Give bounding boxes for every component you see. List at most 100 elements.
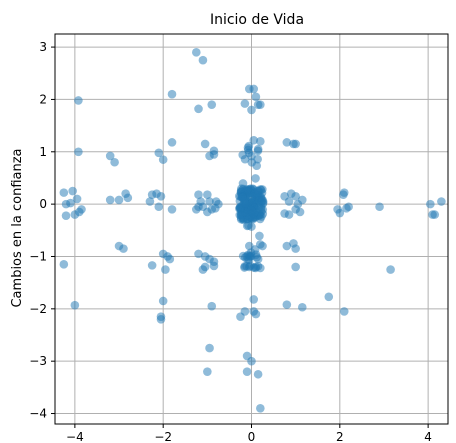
data-point xyxy=(426,199,435,209)
data-point xyxy=(244,262,254,272)
data-point xyxy=(61,211,71,220)
data-point xyxy=(203,367,212,376)
data-point xyxy=(249,135,259,145)
data-point xyxy=(110,157,119,167)
data-point xyxy=(240,99,250,108)
y-tick-label: −4 xyxy=(29,407,47,421)
data-point xyxy=(291,191,300,201)
data-point xyxy=(282,138,292,147)
data-point xyxy=(156,191,166,201)
x-tick-label: 0 xyxy=(248,430,256,443)
data-point xyxy=(198,265,208,274)
data-point xyxy=(165,254,175,264)
data-point xyxy=(207,301,217,311)
data-point xyxy=(253,369,263,379)
data-point xyxy=(203,190,212,200)
x-tick-label: −4 xyxy=(66,430,84,443)
data-point xyxy=(291,262,300,272)
data-point xyxy=(200,139,210,149)
data-point xyxy=(251,92,261,102)
data-point xyxy=(430,210,440,219)
points-layer xyxy=(59,48,446,413)
x-tick-label: 2 xyxy=(336,430,344,443)
data-point xyxy=(256,204,266,214)
data-point xyxy=(205,151,214,161)
data-point xyxy=(253,186,263,196)
data-point xyxy=(244,241,254,251)
chart-title: Inicio de Vida xyxy=(210,12,304,28)
data-point xyxy=(72,194,82,204)
data-point xyxy=(247,105,256,115)
ticks-layer: −4 −2 0 2 4 −4 −3 −2 −1 0 1 2 3 xyxy=(29,40,432,443)
data-point xyxy=(105,151,115,161)
data-point xyxy=(240,199,250,208)
data-point xyxy=(194,190,203,200)
y-tick-label: −3 xyxy=(29,354,47,368)
data-point xyxy=(70,300,80,310)
data-point xyxy=(342,204,351,213)
data-point xyxy=(59,260,69,269)
data-point xyxy=(335,208,345,218)
data-point xyxy=(147,261,157,270)
data-point xyxy=(247,151,256,161)
data-point xyxy=(192,205,201,214)
data-point xyxy=(167,205,177,214)
data-point xyxy=(119,244,128,253)
data-point xyxy=(255,214,265,224)
data-point xyxy=(123,193,133,203)
data-point xyxy=(77,205,86,214)
data-point xyxy=(210,204,220,213)
data-point xyxy=(243,184,253,194)
data-point xyxy=(295,207,305,217)
x-tick-label: −2 xyxy=(154,430,172,443)
data-point xyxy=(158,296,168,306)
data-point xyxy=(256,137,265,146)
data-point xyxy=(282,241,292,251)
data-point xyxy=(154,202,164,212)
data-point xyxy=(70,210,80,219)
data-point xyxy=(254,196,264,205)
data-point xyxy=(74,147,83,157)
data-point xyxy=(242,367,252,376)
data-point xyxy=(59,188,69,197)
data-point xyxy=(194,249,203,259)
data-point xyxy=(251,309,261,319)
data-point xyxy=(158,155,168,164)
data-point xyxy=(198,55,208,65)
data-point xyxy=(194,104,203,114)
data-point xyxy=(251,174,260,183)
data-point xyxy=(252,161,262,171)
data-point xyxy=(105,195,115,205)
data-point xyxy=(284,210,294,219)
data-point xyxy=(249,295,259,304)
data-point xyxy=(297,195,307,205)
x-tick-label: 4 xyxy=(424,430,432,443)
y-tick-label: 0 xyxy=(39,197,47,211)
y-axis-label: Cambios en la confianza xyxy=(10,148,25,307)
data-point xyxy=(339,190,348,200)
y-tick-label: 2 xyxy=(39,92,47,106)
data-point xyxy=(324,292,334,302)
data-point xyxy=(167,89,177,99)
data-point xyxy=(74,96,83,105)
data-point xyxy=(251,262,261,272)
y-tick-label: 1 xyxy=(39,145,47,159)
y-tick-label: −1 xyxy=(29,249,47,263)
data-point xyxy=(297,302,307,312)
data-point xyxy=(256,403,265,413)
y-tick-label: −2 xyxy=(29,302,47,316)
data-point xyxy=(238,251,248,261)
data-point xyxy=(161,265,170,274)
data-point xyxy=(247,222,256,231)
data-point xyxy=(253,254,263,264)
data-point xyxy=(114,195,124,205)
data-point xyxy=(437,197,446,206)
data-point xyxy=(339,307,349,316)
data-point xyxy=(203,207,212,217)
data-point xyxy=(156,315,166,324)
data-point xyxy=(243,143,253,152)
data-point xyxy=(145,197,155,206)
data-point xyxy=(205,197,214,206)
y-tick-label: 3 xyxy=(39,40,47,54)
data-point xyxy=(282,300,292,309)
